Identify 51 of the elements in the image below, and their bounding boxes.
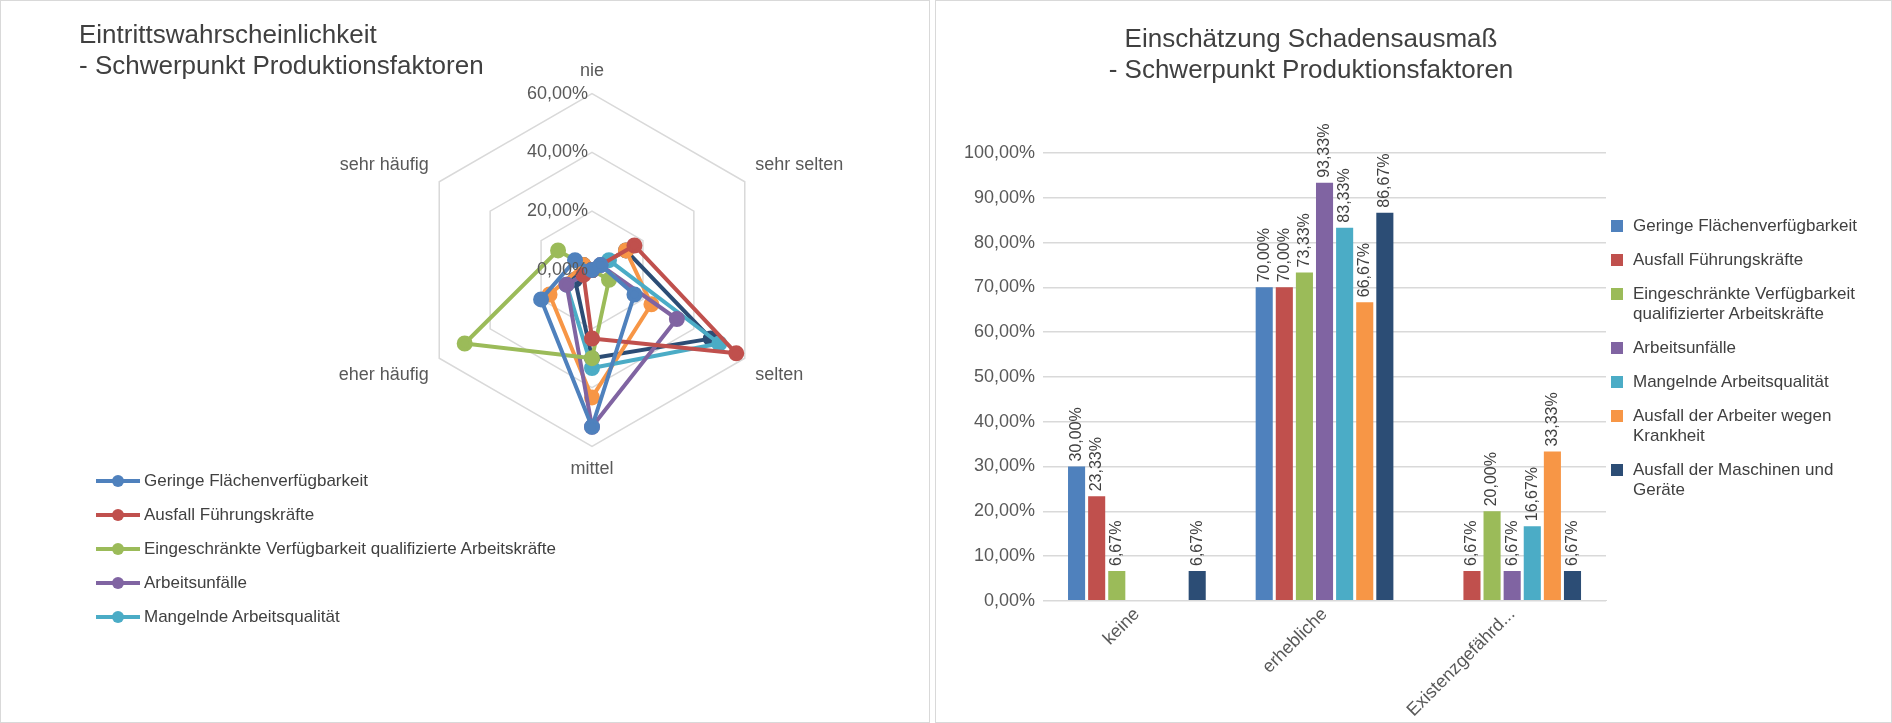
legend-label: Eingeschränkte Verfügbarkeit qualifizierte Arbeitskräfte — [144, 539, 557, 559]
y-tick-label: 60,00% — [526, 82, 588, 103]
y-tick-label: 40,00% — [526, 141, 588, 162]
y-tick-label: 90,00% — [974, 186, 1036, 207]
data-label: 86,67% — [1375, 153, 1393, 208]
chart-title: Eintrittswahrscheinlichkeit - Schwerpunkt Produktionsfaktoren — [79, 19, 484, 81]
data-label: 6,67% — [1502, 520, 1520, 566]
data-label: 33,33% — [1542, 392, 1560, 447]
data-label: 6,67% — [1107, 520, 1125, 566]
data-label: 66,67% — [1355, 243, 1373, 298]
legend-label: Mangelnde Arbeitsqualität — [1633, 372, 1829, 392]
legend-label: Eingeschränkte Verfügbarkeit qualifizierter Arbeitskräfte — [1633, 284, 1857, 324]
legend-label: Ausfall der Maschinen und Geräte — [1633, 460, 1835, 500]
spoke-label: eher häufig — [338, 363, 429, 384]
y-tick-label: 70,00% — [974, 276, 1036, 297]
data-label: 6,67% — [1187, 520, 1205, 566]
y-tick-label: 60,00% — [974, 321, 1036, 342]
legend-label: Mangelnde Arbeitsqualität — [144, 607, 340, 627]
legend-label: Ausfall Führungskräfte — [144, 505, 315, 525]
data-label: 16,67% — [1522, 466, 1540, 522]
y-tick-label: 0,00% — [984, 589, 1036, 610]
y-tick-label: 20,00% — [526, 200, 588, 221]
data-label: 83,33% — [1335, 168, 1353, 223]
legend-label: Ausfall Führungskräfte — [1633, 250, 1804, 270]
y-tick-label: 40,00% — [974, 410, 1036, 431]
legend-label: Geringe Flächenverfügbarkeit — [1633, 216, 1857, 236]
data-label: 6,67% — [1462, 520, 1480, 566]
y-tick-label: 50,00% — [974, 365, 1036, 386]
y-tick-label: 80,00% — [974, 231, 1036, 252]
data-label: 20,00% — [1482, 452, 1500, 507]
spoke-label: selten — [755, 363, 804, 384]
data-label: 6,67% — [1562, 520, 1580, 566]
legend-label: Ausfall der Arbeiter wegen Krankheit — [1633, 406, 1833, 446]
chart-title: Einschätzung Schadensausmaß - Schwerpunkt Produktionsfaktoren — [1107, 23, 1515, 85]
data-label: 70,00% — [1274, 228, 1292, 283]
spoke-label: sehr selten — [755, 153, 844, 174]
y-tick-label: 30,00% — [974, 455, 1036, 476]
legend-label: Geringe Flächenverfügbarkeit — [144, 471, 368, 491]
y-tick-label: 20,00% — [974, 500, 1036, 521]
spoke-label: nie — [579, 59, 605, 80]
legend-label: Arbeitsunfälle — [144, 573, 248, 593]
data-label: 70,00% — [1254, 228, 1272, 283]
spoke-label: sehr häufig — [339, 153, 429, 174]
data-label: 23,33% — [1087, 437, 1105, 492]
legend-label: Arbeitsunfälle — [1633, 338, 1737, 358]
y-tick-label: 10,00% — [974, 545, 1036, 566]
y-tick-label: 100,00% — [964, 141, 1036, 162]
data-label: 73,33% — [1294, 213, 1312, 268]
data-label: 93,33% — [1314, 123, 1332, 178]
spoke-label: mittel — [570, 458, 614, 479]
data-label: 30,00% — [1066, 407, 1084, 462]
